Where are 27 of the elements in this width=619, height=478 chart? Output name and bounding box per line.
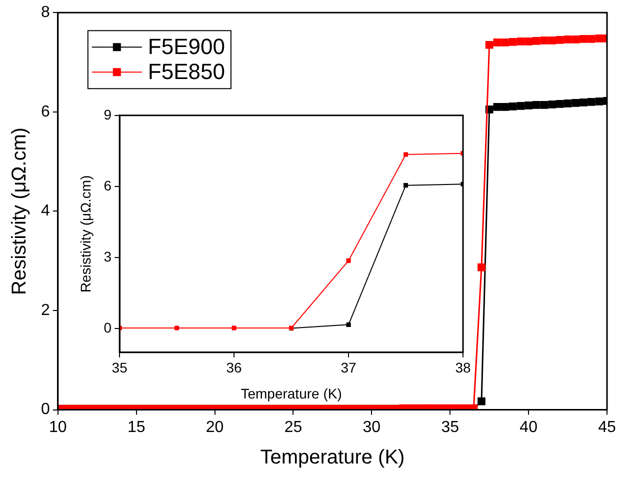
x-tick-label: 15 xyxy=(127,418,146,436)
y-tick-label: 8 xyxy=(40,4,50,22)
x-tick-label: 38 xyxy=(455,360,471,376)
y-tick-label: 4 xyxy=(40,202,50,220)
x-tick-label: 25 xyxy=(284,418,302,436)
y-tick-label: 0 xyxy=(40,401,50,418)
x-axis-title: Temperature (K) xyxy=(260,446,405,469)
x-tick-label: 10 xyxy=(49,418,67,436)
y-tick-label: 3 xyxy=(104,248,112,264)
x-tick-label: 37 xyxy=(340,360,357,376)
x-tick-label: 35 xyxy=(112,360,128,376)
y-tick-label: 6 xyxy=(40,103,50,120)
x-tick-label: 45 xyxy=(598,418,616,436)
legend-label: F5E900 xyxy=(148,34,225,60)
legend-label: F5E850 xyxy=(148,59,225,84)
y-tick-label: 0 xyxy=(104,320,112,336)
x-axis-title: Temperature (K) xyxy=(240,385,342,402)
x-tick-label: 30 xyxy=(362,418,381,436)
y-tick-label: 9 xyxy=(104,106,112,122)
x-tick-label: 36 xyxy=(226,360,242,376)
y-tick-label: 2 xyxy=(40,302,50,319)
x-tick-label: 20 xyxy=(206,418,224,436)
y-axis-title: Resistivity (μΩ.cm) xyxy=(8,127,31,295)
x-tick-label: 40 xyxy=(520,418,538,436)
y-axis-title: Resistivity (μΩ.cm) xyxy=(77,175,94,293)
y-tick-label: 6 xyxy=(104,177,112,194)
x-tick-label: 35 xyxy=(441,418,460,436)
